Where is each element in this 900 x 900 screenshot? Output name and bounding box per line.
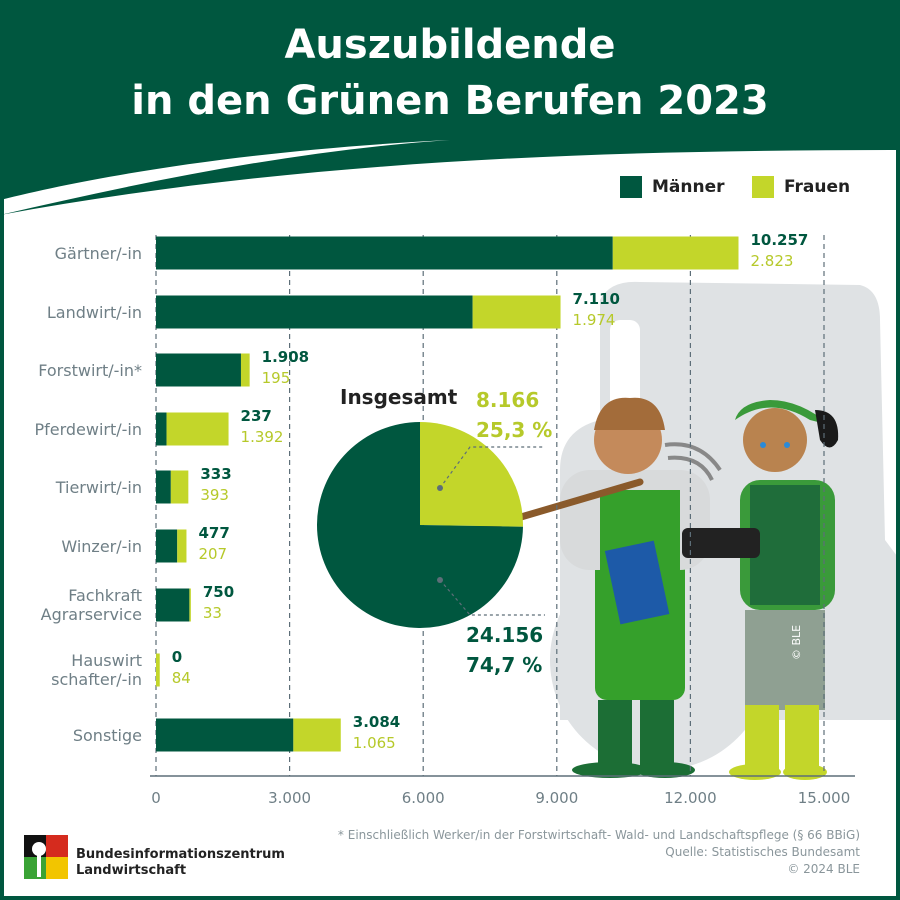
bar-frauen xyxy=(156,653,160,687)
legend-frauen: Frauen xyxy=(752,176,850,198)
title-line-2: in den Grünen Berufen 2023 xyxy=(131,78,769,124)
header-banner xyxy=(0,0,900,215)
copyright: © 2024 BLE xyxy=(787,862,860,876)
bar-frauen xyxy=(189,588,191,622)
category-label: Gärtner/-in xyxy=(54,243,142,263)
value-label-maenner: 10.257 xyxy=(750,231,809,249)
value-label-frauen: 207 xyxy=(198,545,228,563)
value-label-maenner: 477 xyxy=(198,524,230,542)
pie-frauen-percent: 25,3 % xyxy=(476,418,553,442)
x-tick-label: 12.000 xyxy=(664,789,717,807)
category-label: Forstwirt/-in* xyxy=(38,360,142,380)
value-label-frauen: 84 xyxy=(171,669,191,687)
legend-label-frauen: Frauen xyxy=(784,177,851,197)
value-label-frauen: 2.823 xyxy=(750,252,794,270)
bar-frauen xyxy=(472,295,561,329)
woman-character-icon xyxy=(682,400,839,780)
category-label: Sonstige xyxy=(72,725,142,745)
pie-frauen-label: 8.166 25,3 % xyxy=(476,385,552,445)
category-label: Pferdewirt/-in xyxy=(34,419,142,439)
category-label: Winzer/-in xyxy=(61,536,142,556)
pie-title: Insgesamt xyxy=(340,385,458,409)
pie-frauen-value: 8.166 xyxy=(476,388,540,412)
bar-frauen xyxy=(240,353,250,387)
pie-leader-dot xyxy=(437,577,443,583)
value-label-maenner: 750 xyxy=(202,583,235,601)
pie-slice-maenner xyxy=(317,422,523,628)
logo-line-1: Bundesinformationszentrum xyxy=(76,847,285,862)
pie-leader-maenner xyxy=(439,579,545,616)
category-label: Hauswirt schafter/-in xyxy=(51,651,142,689)
bar-maenner xyxy=(156,718,294,752)
legend-swatch-frauen xyxy=(752,176,774,198)
value-label-frauen: 1.065 xyxy=(352,734,396,752)
value-label-maenner: 1.908 xyxy=(261,348,310,366)
x-tick-label: 6.000 xyxy=(401,789,445,807)
pie-maenner-value: 24.156 xyxy=(466,623,544,647)
category-label: Fachkraft Agrarservice xyxy=(40,586,142,624)
bar-frauen xyxy=(177,529,187,563)
bar-maenner xyxy=(156,529,178,563)
category-label: Tierwirt/-in xyxy=(55,477,142,497)
pie-maenner-percent: 74,7 % xyxy=(466,653,543,677)
legend-swatch-maenner xyxy=(620,176,642,198)
value-label-maenner: 333 xyxy=(200,465,232,483)
x-tick-label: 0 xyxy=(151,789,161,807)
pie-leader-dot xyxy=(437,485,443,491)
value-label-maenner: 0 xyxy=(171,648,183,666)
pie-leader-frauen xyxy=(439,446,545,489)
bar-maenner xyxy=(156,470,171,504)
source: Quelle: Statistisches Bundesamt xyxy=(665,845,860,859)
ble-logo-icon xyxy=(24,835,68,879)
bar-maenner xyxy=(156,236,613,270)
bar-maenner xyxy=(156,588,190,622)
bar-frauen xyxy=(612,236,739,270)
pie-maenner-label: 24.156 74,7 % xyxy=(466,620,543,680)
x-tick-label: 9.000 xyxy=(535,789,579,807)
logo-line-2: Landwirtschaft xyxy=(76,863,187,878)
value-label-maenner: 7.110 xyxy=(572,290,620,308)
footnote: * Einschließlich Werker/in der Forstwirt… xyxy=(337,828,860,842)
title-line-1: Auszubildende xyxy=(284,22,616,68)
bar-frauen xyxy=(293,718,341,752)
bar-maenner xyxy=(156,412,167,446)
value-label-frauen: 1.392 xyxy=(240,428,284,446)
bar-frauen xyxy=(170,470,189,504)
category-label: Landwirt/-in xyxy=(46,302,142,322)
bar-maenner xyxy=(156,295,473,329)
value-label-frauen: 195 xyxy=(261,369,291,387)
legend-label-maenner: Männer xyxy=(652,177,725,197)
value-label-maenner: 3.084 xyxy=(352,713,401,731)
value-label-maenner: 237 xyxy=(240,407,272,425)
man-character-icon xyxy=(466,397,722,778)
value-label-frauen: 393 xyxy=(200,486,229,504)
x-tick-label: 3.000 xyxy=(268,789,312,807)
x-tick-label: 15.000 xyxy=(797,789,851,807)
bar-frauen xyxy=(166,412,229,446)
value-label-frauen: 33 xyxy=(202,604,222,622)
bar-maenner xyxy=(156,353,241,387)
legend-maenner: Männer xyxy=(620,176,725,198)
value-label-frauen: 1.974 xyxy=(572,311,616,329)
ble-logo-text: Bundesinformationszentrum Landwirtschaft xyxy=(76,847,285,879)
pie-slice-frauen xyxy=(420,422,523,527)
